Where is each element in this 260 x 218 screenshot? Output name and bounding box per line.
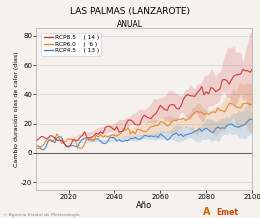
Text: A: A <box>203 207 210 217</box>
Text: LAS PALMAS (LANZAROTE): LAS PALMAS (LANZAROTE) <box>70 7 190 15</box>
Y-axis label: Cambio duración olas de calor (días): Cambio duración olas de calor (días) <box>14 51 20 167</box>
Text: Emet: Emet <box>216 208 238 217</box>
X-axis label: Año: Año <box>136 201 152 210</box>
Text: ANUAL: ANUAL <box>117 20 143 29</box>
Text: © Agencia Estatal de Meteorología: © Agencia Estatal de Meteorología <box>3 213 79 217</box>
Legend: RCP8.5    ( 14 ), RCP6.0    (  6 ), RCP4.5    ( 13 ): RCP8.5 ( 14 ), RCP6.0 ( 6 ), RCP4.5 ( 13… <box>42 33 101 56</box>
